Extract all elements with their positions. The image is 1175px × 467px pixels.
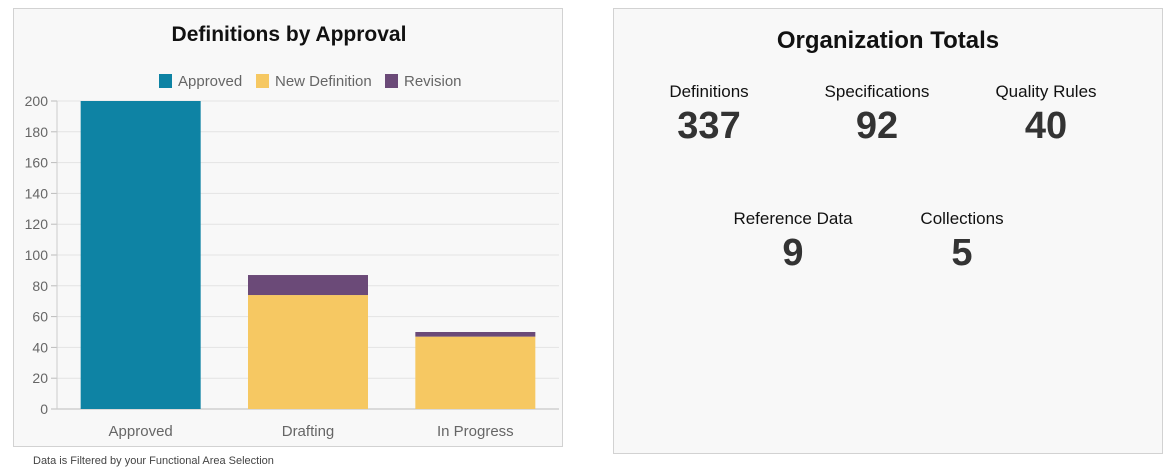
x-tick-label: Drafting [282, 423, 335, 440]
stat-label: Quality Rules [995, 82, 1097, 101]
stat-value: 5 [951, 232, 973, 274]
y-tick-label: 120 [25, 216, 49, 232]
bar-new-definition [248, 295, 368, 409]
stat-definitions: Definitions 337 [624, 81, 794, 147]
stat-reference-data: Reference Data 9 [708, 208, 878, 274]
y-tick-label: 0 [40, 401, 48, 417]
legend-label: Revision [404, 73, 462, 90]
bar-new-definition [415, 336, 536, 409]
stat-specifications: Specifications 92 [792, 81, 962, 147]
y-tick-label: 200 [25, 93, 49, 109]
y-tick-label: 160 [25, 155, 49, 171]
y-tick-label: 80 [32, 278, 48, 294]
approval-chart-panel: Definitions by Approval 0 20 40 60 80 100 120 14… [13, 8, 563, 447]
chart-title: Definitions by Approval [172, 23, 407, 46]
y-tick-label: 100 [25, 247, 49, 263]
legend-label: New Definition [275, 73, 372, 90]
x-tick-label: In Progress [437, 423, 514, 440]
totals-title: Organization Totals [776, 27, 1000, 54]
stat-value: 92 [855, 105, 899, 147]
filter-footnote: Data is Filtered by your Functional Area… [33, 455, 274, 467]
organization-totals-panel: Organization Totals Definitions 337 Spec… [613, 8, 1163, 454]
legend-swatch [256, 74, 269, 88]
approval-chart: Definitions by Approval 0 20 40 60 80 100 120 14… [25, 23, 559, 440]
bar-approved [80, 101, 201, 409]
y-tick-label: 180 [25, 124, 49, 140]
stat-collections: Collections 5 [877, 208, 1047, 274]
bar-revision [248, 275, 368, 296]
stat-label: Reference Data [733, 209, 853, 228]
stat-label: Specifications [824, 82, 930, 101]
bar-revision [415, 332, 536, 337]
stat-value: 337 [677, 105, 741, 147]
legend-label: Approved [178, 73, 242, 90]
stat-label: Definitions [669, 82, 749, 101]
y-tick-label: 40 [32, 339, 48, 355]
stat-label: Collections [920, 209, 1004, 228]
stat-quality-rules: Quality Rules 40 [961, 81, 1131, 147]
y-tick-label: 60 [32, 309, 48, 325]
legend-swatch [385, 74, 398, 88]
legend-swatch [159, 74, 172, 88]
y-tick-label: 20 [32, 370, 48, 386]
y-tick-label: 140 [25, 185, 49, 201]
stat-value: 40 [1024, 105, 1068, 147]
x-tick-label: Approved [109, 423, 173, 440]
stat-value: 9 [782, 232, 804, 274]
